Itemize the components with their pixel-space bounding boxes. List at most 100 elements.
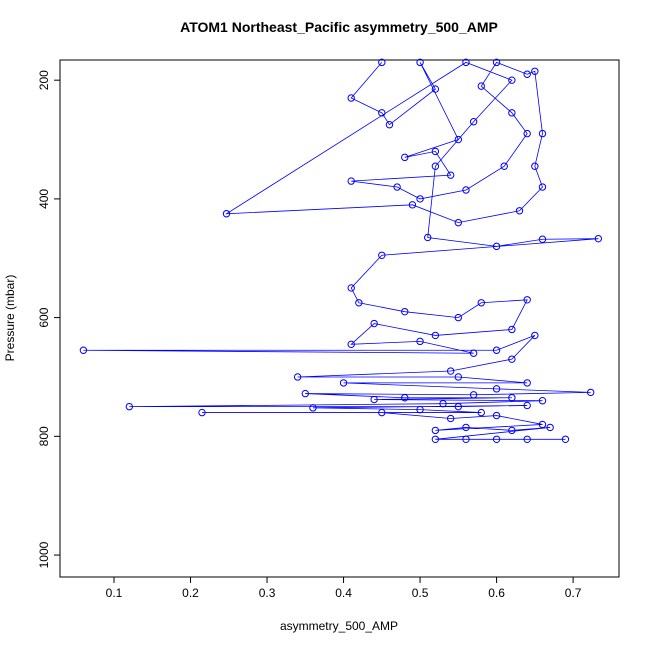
data-point bbox=[492, 411, 501, 420]
data-line bbox=[83, 61, 599, 440]
data-point bbox=[492, 242, 501, 251]
x-tick-label: 0.4 bbox=[335, 586, 352, 600]
data-point bbox=[477, 82, 485, 90]
data-point bbox=[492, 346, 501, 354]
y-tick-label: 600 bbox=[37, 307, 51, 327]
data-point bbox=[446, 171, 455, 179]
y-axis-label: Pressure (mbar) bbox=[3, 275, 17, 362]
data-point bbox=[538, 129, 547, 138]
x-axis-label: asymmetry_500_AMP bbox=[280, 619, 398, 633]
data-point bbox=[508, 325, 516, 334]
y-tick-label: 1000 bbox=[37, 541, 51, 568]
x-tick-label: 0.3 bbox=[259, 586, 276, 600]
data-point bbox=[523, 70, 531, 78]
data-point bbox=[309, 404, 317, 412]
data-point bbox=[431, 435, 440, 443]
data-point bbox=[508, 355, 516, 363]
data-point bbox=[508, 394, 516, 402]
data-point bbox=[515, 207, 524, 215]
data-point bbox=[508, 426, 516, 435]
x-tick-label: 0.6 bbox=[488, 586, 505, 600]
data-point bbox=[431, 426, 440, 435]
data-point bbox=[393, 183, 401, 191]
data-point bbox=[492, 435, 501, 443]
data-point bbox=[538, 235, 547, 243]
x-tick-label: 0.2 bbox=[182, 586, 199, 600]
data-point bbox=[431, 147, 440, 156]
data-point bbox=[355, 299, 363, 307]
data-point bbox=[431, 331, 440, 340]
data-point bbox=[454, 313, 463, 322]
data-point bbox=[586, 388, 595, 397]
data-point bbox=[385, 120, 394, 129]
data-point bbox=[439, 399, 447, 408]
chart-title: ATOM1 Northeast_Pacific asymmetry_500_AM… bbox=[180, 19, 498, 35]
data-point bbox=[454, 402, 463, 411]
data-point bbox=[523, 401, 531, 410]
data-point bbox=[469, 349, 478, 357]
data-point bbox=[462, 58, 470, 67]
data-point bbox=[125, 402, 134, 411]
data-point bbox=[469, 391, 478, 399]
data-point bbox=[370, 319, 378, 328]
data-point bbox=[462, 423, 470, 432]
data-point bbox=[401, 307, 409, 316]
data-point bbox=[454, 135, 463, 144]
data-point bbox=[416, 58, 424, 67]
x-tick-label: 0.5 bbox=[412, 586, 429, 600]
data-point bbox=[454, 373, 463, 381]
x-tick-label: 0.1 bbox=[106, 586, 123, 600]
data-point bbox=[508, 76, 516, 84]
data-point bbox=[198, 408, 206, 417]
data-point bbox=[347, 94, 355, 102]
data-point bbox=[431, 85, 440, 93]
data-point bbox=[347, 284, 355, 292]
plot-frame bbox=[59, 59, 620, 578]
data-point bbox=[538, 420, 547, 429]
data-point bbox=[416, 405, 424, 414]
data-point bbox=[531, 331, 539, 340]
data-point bbox=[378, 109, 386, 117]
data-point bbox=[523, 296, 531, 304]
data-point bbox=[378, 58, 386, 67]
data-point bbox=[523, 435, 531, 443]
data-point bbox=[531, 67, 539, 75]
data-point bbox=[446, 414, 455, 423]
data-point bbox=[538, 183, 547, 191]
data-point bbox=[416, 195, 424, 203]
data-point bbox=[401, 394, 409, 402]
data-point bbox=[222, 210, 231, 218]
data-point bbox=[79, 346, 88, 354]
data-point bbox=[446, 367, 455, 375]
data-point bbox=[378, 408, 386, 417]
data-point bbox=[523, 379, 531, 387]
data-point bbox=[378, 251, 386, 259]
y-tick-label: 800 bbox=[37, 426, 51, 446]
data-point bbox=[523, 129, 531, 138]
data-point bbox=[454, 218, 463, 227]
data-point bbox=[408, 201, 417, 209]
data-point bbox=[594, 234, 603, 243]
data-point bbox=[416, 337, 424, 346]
x-tick-label: 0.7 bbox=[565, 586, 582, 600]
data-point bbox=[347, 340, 355, 349]
data-point bbox=[462, 186, 470, 194]
data-point bbox=[301, 389, 309, 398]
data-point bbox=[339, 379, 348, 387]
data-point bbox=[500, 162, 508, 170]
data-point bbox=[508, 109, 516, 117]
data-point bbox=[492, 58, 501, 67]
data-point bbox=[477, 299, 485, 307]
data-point bbox=[469, 118, 478, 126]
data-point bbox=[531, 162, 539, 170]
y-tick-label: 200 bbox=[37, 70, 51, 90]
data-point bbox=[538, 397, 547, 405]
data-point bbox=[477, 408, 485, 417]
data-point bbox=[293, 373, 302, 381]
data-point bbox=[546, 423, 554, 432]
data-point bbox=[370, 395, 378, 404]
data-point bbox=[462, 435, 470, 443]
data-point bbox=[492, 385, 501, 393]
data-point bbox=[431, 162, 440, 170]
